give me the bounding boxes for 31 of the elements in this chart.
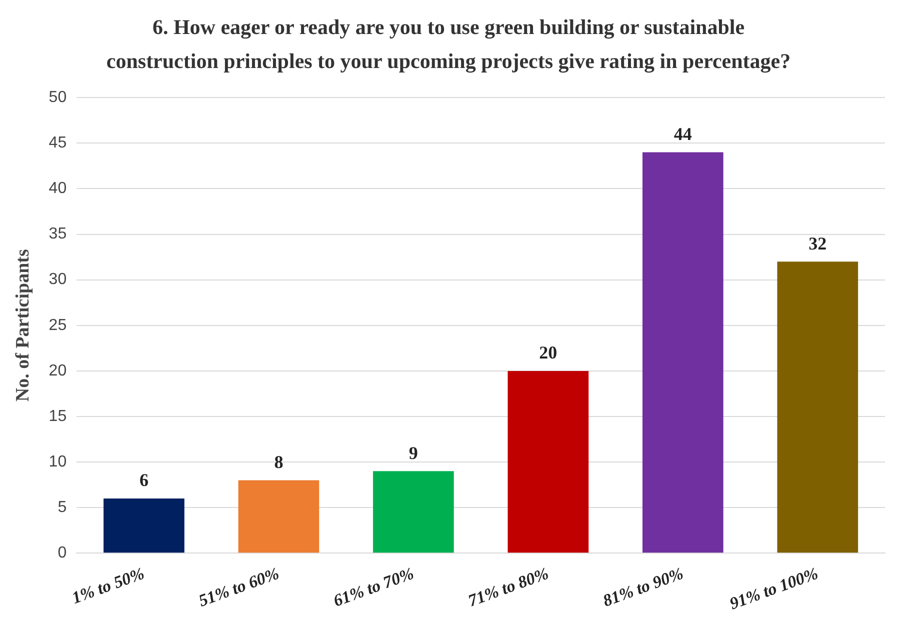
data-label: 20	[539, 342, 558, 363]
x-tick-label: 1% to 50%	[69, 564, 147, 608]
bar	[508, 370, 589, 553]
y-axis-title: No. of Participants	[12, 249, 34, 402]
y-tick-label: 20	[48, 362, 67, 380]
x-tick-label: 91% to 100%	[727, 564, 821, 614]
y-tick-label: 30	[48, 271, 67, 288]
bar	[238, 480, 320, 553]
y-tick-label: 25	[48, 316, 67, 334]
data-label: 44	[674, 124, 692, 144]
bar	[373, 471, 454, 553]
data-label: 6	[139, 470, 148, 490]
bar	[104, 498, 184, 553]
data-label: 9	[408, 442, 418, 463]
y-tick-label: 50	[48, 89, 67, 106]
x-tick-label: 51% to 60%	[196, 564, 282, 610]
x-tick-label: 61% to 70%	[330, 564, 416, 610]
x-tick-label: 81% to 90%	[600, 564, 686, 610]
y-tick-label: 5	[58, 499, 67, 516]
y-tick-label: 0	[58, 544, 67, 562]
chart-title: 6. How eager or ready are you to use green building or sustainable construction principles to your upcoming projects give rating in percentage?	[105, 14, 792, 75]
y-tick-label: 10	[48, 453, 67, 470]
data-label: 32	[808, 233, 827, 254]
y-tick-label: 45	[48, 134, 67, 152]
bar	[642, 152, 724, 553]
y-tick-label: 15	[48, 408, 67, 425]
x-tick-label: 71% to 80%	[466, 564, 552, 610]
y-tick-label: 40	[48, 180, 67, 198]
bar	[777, 262, 858, 553]
y-tick-label: 35	[48, 226, 67, 243]
data-label: 8	[274, 452, 284, 472]
